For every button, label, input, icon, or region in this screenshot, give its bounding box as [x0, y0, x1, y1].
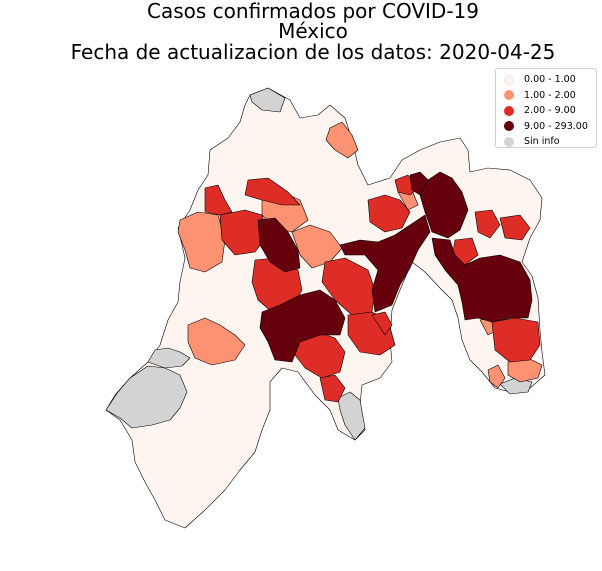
legend-label: 9.00 - 293.00	[524, 120, 588, 132]
region-class1-ne	[325, 121, 359, 159]
legend-item: 2.00 - 9.00	[504, 103, 596, 119]
region-nodata-east	[499, 377, 533, 395]
region-class2-se2	[371, 311, 393, 336]
region-class1-sw	[187, 317, 246, 366]
region-class3-corridor	[339, 214, 431, 313]
region-class3-n	[409, 171, 429, 196]
region-class2-nw	[204, 184, 233, 216]
region-class1-se2	[487, 364, 506, 389]
legend-label: 0.00 - 1.00	[524, 74, 576, 86]
region-nodata-west	[105, 365, 188, 429]
legend-swatch	[504, 90, 514, 101]
legend-item: Sin info	[504, 134, 596, 150]
region-class2-ne	[367, 194, 411, 233]
region-class3-ne	[419, 171, 469, 239]
region-class1-center2	[291, 224, 343, 269]
legend-label: Sin info	[524, 136, 560, 148]
region-class2-nw2	[244, 177, 301, 206]
region-class2-s2	[319, 374, 346, 403]
region-class2-e	[474, 209, 501, 239]
map-legend: 0.00 - 1.00 1.00 - 2.00 2.00 - 9.00 9.00…	[495, 68, 597, 148]
region-class2-e2	[499, 214, 531, 241]
region-nodata-south	[337, 391, 366, 441]
legend-item: 1.00 - 2.00	[504, 88, 596, 104]
legend-swatch	[504, 105, 514, 116]
legend-label: 1.00 - 2.00	[524, 89, 576, 101]
region-class3-cw	[257, 217, 301, 273]
legend-item: 9.00 - 293.00	[504, 119, 596, 135]
region-nodata-west2	[147, 347, 191, 369]
legend-swatch	[504, 136, 514, 147]
region-class1-west	[177, 211, 226, 273]
region-class3-e	[431, 237, 533, 323]
legend-swatch	[504, 74, 514, 85]
region-nodata-north	[249, 87, 286, 113]
map-title-line3: Fecha de actualizacion de los datos: 202…	[70, 40, 556, 64]
legend-swatch	[504, 121, 514, 132]
map-title-line2: México	[278, 19, 348, 43]
map-title-line1: Casos confirmados por COVID-19	[147, 0, 479, 23]
region-class3-c	[259, 289, 346, 363]
region-class2-se	[491, 317, 541, 363]
legend-item: 0.00 - 1.00	[504, 72, 596, 88]
legend-label: 2.00 - 9.00	[524, 105, 576, 117]
